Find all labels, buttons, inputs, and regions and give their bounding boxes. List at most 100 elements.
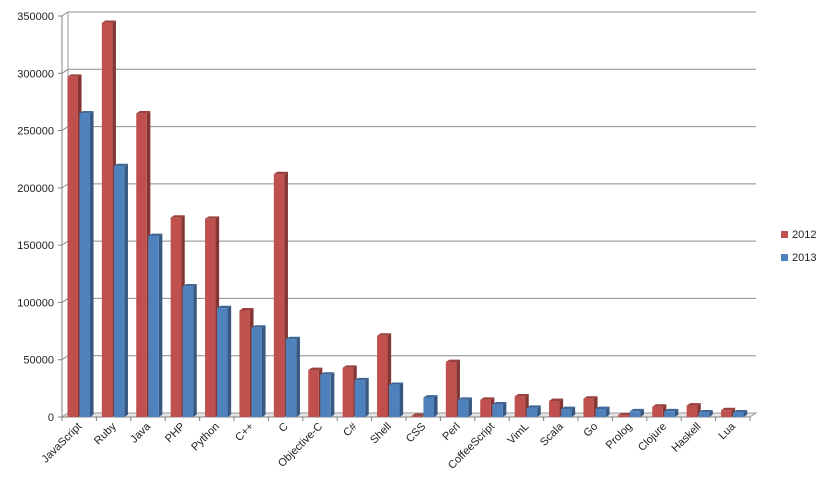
x-tick-label: JavaScript xyxy=(40,421,85,466)
bar-top xyxy=(721,407,736,411)
bar-front xyxy=(664,411,675,417)
bar-front xyxy=(320,374,331,417)
bar-2013-JavaScript xyxy=(79,110,94,417)
gridline xyxy=(61,183,756,189)
x-tick-label: VimL xyxy=(505,421,531,447)
bar-top xyxy=(698,410,713,413)
bar-side xyxy=(571,406,576,417)
x-tick-label: Scala xyxy=(538,420,567,449)
bar-top xyxy=(251,325,266,328)
bar-top xyxy=(308,367,323,371)
bar-top xyxy=(101,20,116,23)
y-tick-label: 250000 xyxy=(17,126,54,138)
bar-front xyxy=(251,327,262,417)
bar-2012-VimL xyxy=(514,393,529,417)
bar-2012-Ruby xyxy=(101,20,116,418)
bar-2013-Java xyxy=(148,233,163,417)
bar-top xyxy=(136,110,151,114)
x-tick-label: Lua xyxy=(716,420,738,442)
bar-front xyxy=(652,406,663,417)
y-tick-label: 50000 xyxy=(23,355,54,367)
bar-front xyxy=(170,217,182,417)
bar-side xyxy=(468,397,472,417)
bar-top xyxy=(733,410,748,413)
bar-top xyxy=(239,308,254,311)
bar-top xyxy=(652,404,667,407)
x-tick-label: Haskell xyxy=(670,421,704,455)
bar-top xyxy=(561,406,576,409)
bar-2013-Lua xyxy=(733,410,748,417)
bar-2012-Scala xyxy=(549,398,564,417)
bar-top xyxy=(549,398,564,401)
bar-front xyxy=(583,398,594,417)
bar-front xyxy=(480,399,491,417)
bar-2012-JavaScript xyxy=(67,74,82,418)
bar-side xyxy=(193,283,197,417)
x-tick-label: C xyxy=(277,421,291,435)
bar-side xyxy=(674,408,679,417)
gridline xyxy=(61,11,756,17)
legend-label-2013: 2013 xyxy=(792,252,816,264)
y-tick-label: 200000 xyxy=(17,183,54,195)
bar-top xyxy=(595,406,610,409)
bar-2013-Go xyxy=(595,406,610,417)
bar-2012-C++ xyxy=(239,308,254,417)
bar-2012-CoffeeScript xyxy=(480,397,495,417)
bar-2013-Ruby xyxy=(113,163,128,417)
bar-side xyxy=(296,336,300,417)
bar-front xyxy=(136,113,147,417)
bar-top xyxy=(583,396,598,399)
gridline xyxy=(61,126,756,131)
bar-2012-Python xyxy=(205,216,220,417)
x-tick-label: CSS xyxy=(404,421,428,445)
y-tick-label: 150000 xyxy=(17,240,54,252)
bar-front xyxy=(217,308,228,417)
bar-front xyxy=(205,218,216,417)
x-tick-label: Python xyxy=(189,421,222,454)
bar-2012-Clojure xyxy=(652,404,667,417)
bar-2013-C++ xyxy=(251,325,266,417)
bar-side xyxy=(89,110,94,417)
bar-2012-Shell xyxy=(377,333,392,417)
bar-top xyxy=(273,171,288,175)
x-tick-label: Ruby xyxy=(92,420,119,447)
bar-front xyxy=(273,174,285,417)
bar-2012-C xyxy=(273,171,288,417)
bar-2013-Python xyxy=(217,305,232,417)
bar-top xyxy=(617,412,632,416)
bar-top xyxy=(664,408,679,412)
bar-front xyxy=(308,370,319,417)
bar-2012-Perl xyxy=(445,359,460,417)
bar-top xyxy=(457,397,472,400)
bar-front xyxy=(101,22,113,417)
floor xyxy=(60,412,758,418)
x-tick-label: Clojure xyxy=(636,421,669,454)
x-tick-labels: JavaScript Ruby Java PHP Python C++ CObjective… xyxy=(40,420,739,472)
y-tick-label: 100000 xyxy=(17,297,54,309)
bar-2013-PHP xyxy=(182,283,197,417)
x-tick-label: Perl xyxy=(440,421,462,443)
bar-top xyxy=(148,233,163,236)
bar-front xyxy=(595,408,606,417)
bar-front xyxy=(617,415,629,417)
bar-side xyxy=(537,405,541,417)
bar-top xyxy=(205,216,220,219)
bar-front xyxy=(113,166,125,417)
bar-front xyxy=(457,399,469,417)
y-tick-label: 300000 xyxy=(17,68,54,80)
x-tick-label: Java xyxy=(128,420,154,446)
bar-2012-Haskell xyxy=(686,403,701,417)
bar-front xyxy=(239,310,250,417)
bar-front xyxy=(148,235,159,417)
bar-top xyxy=(411,413,426,416)
bar-top xyxy=(182,283,197,287)
bar-2013-Haskell xyxy=(698,410,713,417)
bar-top xyxy=(389,382,404,385)
bar-2013-C# xyxy=(354,377,369,417)
bar-front xyxy=(514,396,526,417)
bar-2012-Java xyxy=(136,110,151,417)
bar-front xyxy=(445,362,457,417)
bar-2013-VimL xyxy=(526,405,541,417)
bar-top xyxy=(492,401,507,405)
